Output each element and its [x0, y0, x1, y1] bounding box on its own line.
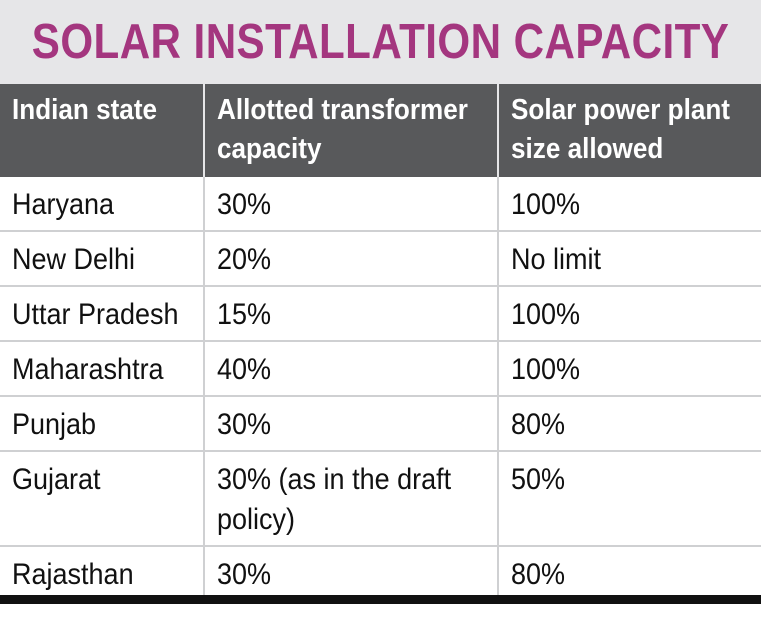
chart-title: SOLAR INSTALLATION CAPACITY [31, 15, 730, 69]
header-line: size allowed [511, 133, 664, 165]
cell-transformer-capacity: 15% [203, 285, 498, 341]
bottom-rule [0, 595, 761, 604]
table-row: Uttar Pradesh 15% 100% [0, 285, 761, 341]
cell-line: No limit [511, 243, 602, 276]
cell-plant-size-text: 50% [511, 460, 565, 500]
cell-plant-size: 80% [497, 395, 761, 451]
header-line: Solar power plant [511, 94, 730, 126]
cell-transformer-capacity-text: 20% [217, 240, 271, 280]
cell-line: Maharashtra [12, 353, 164, 386]
cell-plant-size-text: 100% [511, 295, 580, 335]
cell-line: Gujarat [12, 463, 101, 496]
cell-plant-size-text: 100% [511, 185, 580, 225]
cell-line: 100% [511, 298, 581, 331]
cell-plant-size: 80% [497, 545, 761, 600]
cell-transformer-capacity-text: 30% [217, 555, 271, 595]
cell-line: 30% [217, 188, 272, 221]
cell-line: 80% [511, 408, 566, 441]
table-row: Gujarat 30% (as in the draft policy) 50% [0, 450, 761, 546]
table-row: Haryana 30% 100% [0, 177, 761, 231]
cell-line: 100% [511, 353, 581, 386]
cell-state-text: Maharashtra [12, 350, 164, 390]
cell-plant-size: 50% [497, 450, 761, 546]
cell-state-text: Uttar Pradesh [12, 295, 179, 335]
cell-plant-size-text: No limit [511, 240, 601, 280]
cell-line: Rajasthan [12, 558, 134, 591]
cell-state-text: Rajasthan [12, 555, 134, 595]
table-header: Indian state Allotted transformer capaci… [0, 84, 761, 177]
cell-line: Uttar Pradesh [12, 298, 179, 331]
cell-transformer-capacity: 20% [203, 230, 498, 286]
cell-plant-size: 100% [497, 340, 761, 396]
cell-state: Haryana [0, 177, 204, 231]
cell-plant-size-text: 80% [511, 555, 565, 595]
cell-plant-size-text: 80% [511, 405, 565, 445]
cell-line: Punjab [12, 408, 97, 441]
cell-line: 15% [217, 298, 272, 331]
cell-plant-size: 100% [497, 177, 761, 231]
table-row: Rajasthan 30% 80% [0, 545, 761, 600]
table-row: Punjab 30% 80% [0, 395, 761, 451]
column-header-transformer-label: Allotted transformer capacity [217, 91, 468, 169]
cell-transformer-capacity-text: 40% [217, 350, 271, 390]
header-line: Allotted transformer [217, 94, 468, 126]
cell-line: 30% (as in the draft [217, 463, 452, 496]
cell-line: New Delhi [12, 243, 136, 276]
cell-transformer-capacity: 30% [203, 177, 498, 231]
cell-transformer-capacity: 40% [203, 340, 498, 396]
cell-state: Gujarat [0, 450, 204, 546]
cell-line: 50% [511, 463, 566, 496]
column-header-plant-size-label: Solar power plant size allowed [511, 91, 730, 169]
header-line: Indian state [12, 94, 158, 126]
cell-state: Punjab [0, 395, 204, 451]
cell-transformer-capacity-text: 30% [217, 185, 271, 225]
cell-state: New Delhi [0, 230, 204, 286]
cell-line: 80% [511, 558, 566, 591]
header-row: Indian state Allotted transformer capaci… [0, 84, 761, 177]
cell-transformer-capacity-text: 30% (as in the draft policy) [217, 460, 451, 540]
cell-state-text: Gujarat [12, 460, 101, 500]
cell-line: 20% [217, 243, 272, 276]
cell-state-text: Punjab [12, 405, 96, 445]
cell-state: Uttar Pradesh [0, 285, 204, 341]
cell-plant-size: No limit [497, 230, 761, 286]
header-line: capacity [217, 133, 322, 165]
table-row: Maharashtra 40% 100% [0, 340, 761, 396]
column-header-state: Indian state [0, 84, 204, 177]
cell-plant-size-text: 100% [511, 350, 580, 390]
cell-plant-size: 100% [497, 285, 761, 341]
cell-line: policy) [217, 503, 296, 536]
cell-state: Rajasthan [0, 545, 204, 600]
cell-transformer-capacity: 30% [203, 545, 498, 600]
cell-state-text: Haryana [12, 185, 114, 225]
cell-transformer-capacity-text: 30% [217, 405, 271, 445]
cell-state: Maharashtra [0, 340, 204, 396]
cell-line: 100% [511, 188, 581, 221]
table-body: Haryana 30% 100% New Delhi 20% No limit Uttar … [0, 177, 761, 600]
cell-line: 30% [217, 558, 272, 591]
title-bar: SOLAR INSTALLATION CAPACITY [0, 0, 761, 84]
cell-state-text: New Delhi [12, 240, 135, 280]
column-header-state-label: Indian state [12, 91, 157, 130]
cell-transformer-capacity: 30% [203, 395, 498, 451]
cell-line: Haryana [12, 188, 115, 221]
column-header-plant-size: Solar power plant size allowed [497, 84, 761, 177]
cell-line: 40% [217, 353, 272, 386]
cell-line: 30% [217, 408, 272, 441]
cell-transformer-capacity-text: 15% [217, 295, 271, 335]
column-header-transformer: Allotted transformer capacity [203, 84, 498, 177]
table-row: New Delhi 20% No limit [0, 230, 761, 286]
capacity-table: Indian state Allotted transformer capaci… [0, 84, 761, 600]
cell-transformer-capacity: 30% (as in the draft policy) [203, 450, 498, 546]
